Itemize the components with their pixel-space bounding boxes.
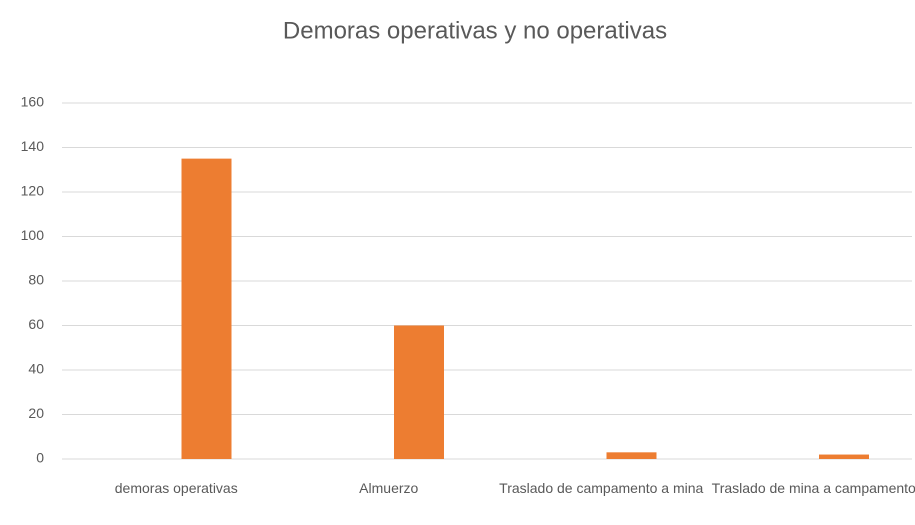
y-tick-label: 20	[28, 405, 44, 421]
y-tick-label: 60	[28, 316, 44, 332]
y-tick-label: 100	[21, 227, 45, 243]
y-tick-label: 80	[28, 272, 44, 288]
bar	[181, 158, 232, 459]
bar	[819, 454, 869, 459]
chart-title: Demoras operativas y no operativas	[283, 17, 667, 44]
y-tick-label: 0	[36, 450, 44, 466]
y-tick-label: 40	[28, 361, 44, 377]
bar	[606, 452, 657, 459]
y-tick-label: 160	[21, 94, 45, 110]
x-tick-label: demoras operativas	[114, 480, 238, 496]
bar	[394, 325, 444, 459]
x-tick-label: Traslado de mina a campamento	[711, 480, 915, 496]
x-tick-label: Traslado de campamento a mina	[499, 480, 704, 496]
y-tick-label: 140	[21, 138, 45, 154]
x-tick-label: Almuerzo	[359, 480, 419, 496]
y-tick-label: 120	[21, 183, 45, 199]
